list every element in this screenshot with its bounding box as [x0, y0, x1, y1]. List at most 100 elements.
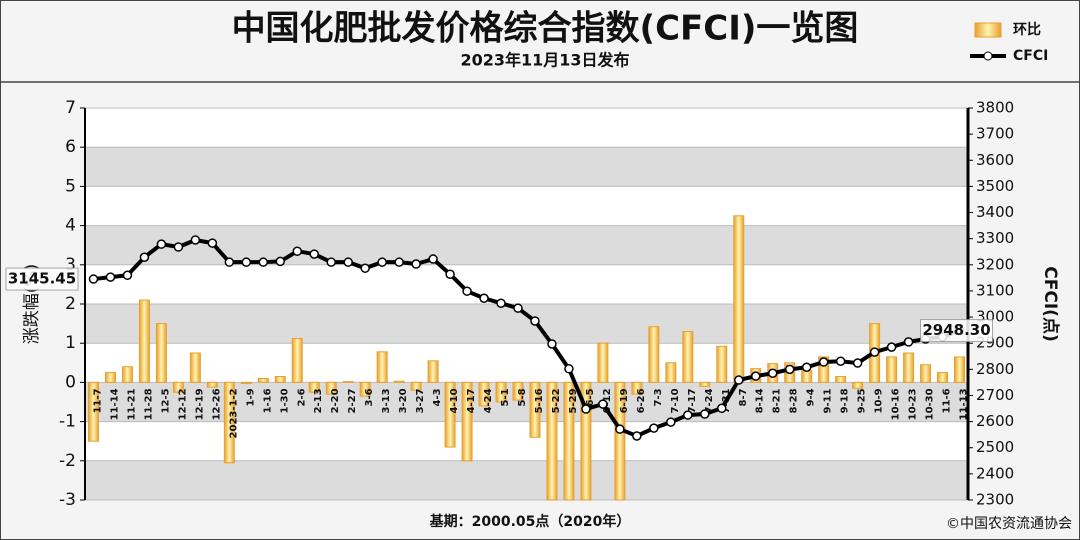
- bar: [461, 381, 473, 462]
- footnote: 基期：2000.05点（2020年）: [430, 513, 631, 530]
- y-tick-label: -1: [59, 412, 76, 432]
- line-marker: [122, 270, 133, 281]
- x-tick-label: 12-12: [177, 388, 188, 420]
- bar: [393, 380, 405, 383]
- x-tick-label: 3-13: [381, 388, 392, 413]
- x-tick-label: 3-27: [415, 388, 426, 413]
- y2-tick-label: 3600: [976, 151, 1014, 169]
- line-marker: [666, 417, 676, 427]
- bar: [835, 376, 847, 383]
- bar: [223, 381, 235, 464]
- bar: [546, 381, 558, 501]
- line-marker: [869, 347, 880, 357]
- y2-tick-label: 3700: [976, 125, 1014, 143]
- grid-band: [85, 147, 968, 187]
- x-tick-label: 8-21: [772, 388, 783, 413]
- bar: [444, 381, 456, 448]
- value-label: 2948.30: [922, 321, 990, 339]
- x-tick-label: 5-1: [500, 388, 511, 406]
- x-tick-label: 8-28: [789, 388, 800, 413]
- x-tick-label: 1-9: [245, 388, 256, 406]
- line-marker: [173, 242, 184, 252]
- y-tick-label: 7: [65, 98, 76, 118]
- line-marker: [564, 364, 574, 374]
- line-marker: [750, 371, 761, 381]
- x-tick-label: 12-19: [194, 388, 205, 420]
- y2-tick-label: 2600: [976, 412, 1014, 430]
- bar: [631, 381, 643, 395]
- x-tick-label: 2023-1-2: [228, 388, 239, 438]
- bar: [495, 381, 507, 403]
- line-marker: [818, 357, 829, 367]
- y2-tick-label: 2500: [976, 438, 1014, 456]
- legend-label: 环比: [1013, 21, 1041, 38]
- x-tick-label: 1-30: [279, 388, 290, 413]
- x-tick-label: 12-5: [160, 388, 171, 413]
- line-marker: [258, 257, 269, 267]
- value-label-box: [5, 267, 79, 291]
- bar: [308, 381, 320, 393]
- line-marker: [428, 254, 438, 264]
- line-marker: [156, 239, 167, 249]
- x-tick-label: 3-20: [398, 388, 409, 413]
- grid-band: [85, 460, 968, 500]
- value-label-group: 2948.30: [920, 319, 994, 343]
- bar: [138, 299, 150, 383]
- y2-tick-label: 2400: [976, 464, 1014, 482]
- bar: [427, 360, 439, 383]
- x-tick-label: 2-20: [330, 388, 341, 413]
- line-marker: [903, 337, 914, 347]
- value-label: 3145.45: [8, 270, 76, 288]
- line-marker: [275, 256, 286, 267]
- x-tick-label: 4-24: [483, 388, 494, 413]
- x-tick-label: 5-29: [568, 388, 579, 413]
- y-tick-label: 1: [65, 333, 76, 353]
- y-tick-label: 5: [65, 176, 76, 196]
- x-tick-label: 6-12: [602, 388, 613, 413]
- line-marker: [479, 293, 489, 304]
- x-tick-label: 4-17: [466, 388, 477, 413]
- line-marker: [683, 410, 693, 420]
- line-marker: [784, 364, 795, 375]
- line-marker: [734, 375, 744, 385]
- y-tick-label: 0: [65, 372, 76, 392]
- legend-marker: [983, 51, 993, 61]
- x-tick-label: 10-16: [891, 388, 902, 420]
- line-marker: [292, 246, 303, 256]
- x-tick-label: 8-7: [738, 388, 749, 406]
- y-tick-label: 4: [65, 216, 76, 236]
- line-marker: [530, 316, 540, 326]
- x-tick-label: 11-13: [959, 388, 970, 420]
- x-tick-label: 10-9: [874, 388, 885, 413]
- bar: [342, 381, 354, 383]
- grid-band: [85, 304, 968, 344]
- line-marker: [835, 356, 846, 366]
- line-marker: [496, 298, 506, 308]
- x-tick-label: 7-17: [687, 388, 698, 413]
- line-marker: [547, 339, 557, 349]
- y2-tick-label: 3100: [976, 281, 1014, 299]
- x-tick-label: 9-18: [840, 388, 851, 413]
- y2-tick-label: 3400: [976, 203, 1014, 221]
- line-marker: [801, 362, 812, 372]
- bar: [291, 337, 303, 383]
- line-marker: [377, 257, 387, 267]
- x-tick-label: 6-26: [636, 388, 647, 413]
- y-tick-label: -3: [59, 490, 76, 510]
- subtitle: 2023年11月13日发布: [460, 51, 629, 70]
- x-tick-label: 9-4: [806, 388, 817, 406]
- x-tick-label: 7-10: [670, 388, 681, 413]
- bar: [121, 366, 133, 383]
- x-tick-label: 8-14: [755, 388, 766, 413]
- chart-title: 中国化肥批发价格综合指数(CFCI)一览图: [232, 9, 859, 49]
- line-marker: [394, 257, 404, 267]
- y2-tick-label: 3200: [976, 255, 1014, 273]
- bar: [257, 377, 269, 383]
- x-tick-label: 11-28: [143, 388, 154, 420]
- bar: [274, 376, 286, 383]
- x-tick-label: 11-7: [92, 388, 103, 413]
- value-label-group: 3145.45: [5, 267, 79, 291]
- y2-tick-label: 3800: [976, 99, 1014, 117]
- source: ©中国农资流通协会: [946, 516, 1072, 532]
- x-tick-label: 11-14: [109, 388, 120, 420]
